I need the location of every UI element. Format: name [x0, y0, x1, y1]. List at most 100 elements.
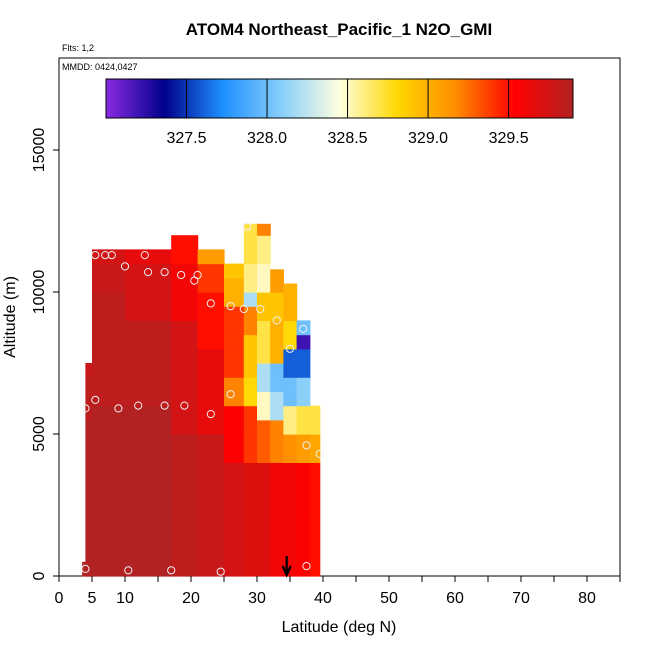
- heatmap-cell: [85, 434, 93, 442]
- heatmap-cell: [296, 526, 311, 534]
- heatmap-cell: [197, 334, 225, 343]
- heatmap-cell: [197, 249, 225, 258]
- x-axis-label: Latitude (deg N): [282, 619, 397, 636]
- y-tick-label: 15000: [31, 128, 48, 173]
- heatmap-cell: [309, 505, 321, 513]
- heatmap-cell: [270, 292, 284, 300]
- y-tick-label: 10000: [31, 270, 48, 315]
- heatmap-cell: [171, 292, 199, 300]
- heatmap-cell: [283, 519, 298, 527]
- heatmap-cell: [296, 540, 311, 549]
- heatmap-cell: [85, 505, 93, 513]
- sample-point: [167, 566, 176, 575]
- heatmap-cell: [309, 455, 321, 463]
- heatmap-cell: [309, 526, 321, 534]
- heatmap-cell: [92, 292, 126, 300]
- heatmap-cell: [296, 398, 311, 407]
- sample-point: [226, 302, 235, 311]
- heatmap-cell: [92, 490, 126, 499]
- heatmap-cell: [283, 448, 298, 456]
- heatmap-cell: [270, 426, 284, 435]
- heatmap-cell: [257, 313, 271, 321]
- sample-point: [302, 441, 311, 450]
- heatmap-cell: [270, 391, 284, 400]
- sample-point: [140, 251, 149, 260]
- y-axis: 0 5000 10000 15000: [31, 128, 59, 580]
- heatmap-cell: [257, 405, 271, 414]
- heatmap-cell: [270, 277, 284, 286]
- heatmap-cell: [92, 284, 126, 293]
- heatmap-cell: [224, 462, 245, 471]
- heatmap-cell: [243, 249, 258, 258]
- heatmap-cell: [296, 405, 311, 414]
- heatmap-cell: [309, 490, 321, 499]
- chart-title: ATOM4 Northeast_Pacific_1 N2O_GMI: [186, 20, 492, 39]
- heatmap-cell: [171, 448, 199, 456]
- heatmap-cell: [296, 455, 311, 463]
- heatmap-cell: [283, 405, 298, 414]
- heatmap-cell: [296, 341, 311, 350]
- heatmap-cell: [270, 355, 284, 364]
- heatmap-cell: [85, 370, 93, 378]
- heatmap-cell: [257, 512, 271, 520]
- heatmap-cell: [283, 299, 298, 307]
- heatmap-cell: [85, 476, 93, 485]
- heatmap-cell: [257, 256, 271, 265]
- heatmap-cell: [257, 455, 271, 463]
- x-tick-label: 80: [578, 590, 596, 607]
- heatmap-cell: [243, 434, 258, 442]
- heatmap-cell: [125, 426, 172, 435]
- heatmap-cell: [85, 412, 93, 421]
- heatmap-cell: [197, 526, 225, 534]
- heatmap-cell: [197, 377, 225, 385]
- heatmap-cell: [197, 512, 225, 520]
- heatmap-cell: [257, 483, 271, 492]
- heatmap-cell: [92, 334, 126, 343]
- heatmap-cell: [224, 568, 245, 577]
- heatmap-cell: [224, 533, 245, 542]
- heatmap-cell: [171, 348, 199, 357]
- heatmap-cell: [283, 434, 298, 442]
- heatmap-cell: [283, 334, 298, 343]
- heatmap-cell: [224, 412, 245, 421]
- heatmap-cell: [243, 547, 258, 556]
- sample-point: [160, 401, 169, 410]
- heatmap-cell: [296, 441, 311, 449]
- heatmap-cell: [257, 519, 271, 527]
- heatmap-cell: [283, 533, 298, 542]
- heatmap-cell: [224, 448, 245, 456]
- heatmap-cell: [224, 455, 245, 463]
- heatmap-cell: [309, 412, 321, 421]
- sample-point: [91, 251, 100, 260]
- heatmap-cell: [197, 505, 225, 513]
- heatmap-cell: [257, 292, 271, 300]
- heatmap-cell: [85, 398, 93, 407]
- heatmap-cell: [309, 476, 321, 485]
- heatmap-cell: [197, 292, 225, 300]
- heatmap-cell: [283, 320, 298, 329]
- heatmap-cell: [92, 512, 126, 520]
- heatmap-cell: [197, 540, 225, 549]
- heatmap-cell: [85, 448, 93, 456]
- heatmap-cell: [257, 505, 271, 513]
- heatmap-cell: [257, 462, 271, 471]
- heatmap-cell: [125, 490, 172, 499]
- heatmap-cell: [85, 455, 93, 463]
- heatmap-cell: [243, 242, 258, 250]
- heatmap-cell: [283, 490, 298, 499]
- heatmap-cell: [197, 547, 225, 556]
- heatmap-cell: [197, 355, 225, 364]
- heatmap-cell: [283, 419, 298, 428]
- heatmap-cell: [309, 547, 321, 556]
- heatmap-cell: [296, 512, 311, 520]
- heatmap-cell: [283, 497, 298, 506]
- heatmap-cell: [125, 370, 172, 378]
- heatmap-cell: [92, 469, 126, 478]
- heatmap-cell: [257, 434, 271, 442]
- heatmap-cell: [224, 540, 245, 549]
- heatmap-cell: [125, 405, 172, 414]
- heatmap-cell: [92, 519, 126, 527]
- heatmap-cell: [125, 434, 172, 442]
- heatmap-cell: [224, 370, 245, 378]
- heatmap-cell: [309, 462, 321, 471]
